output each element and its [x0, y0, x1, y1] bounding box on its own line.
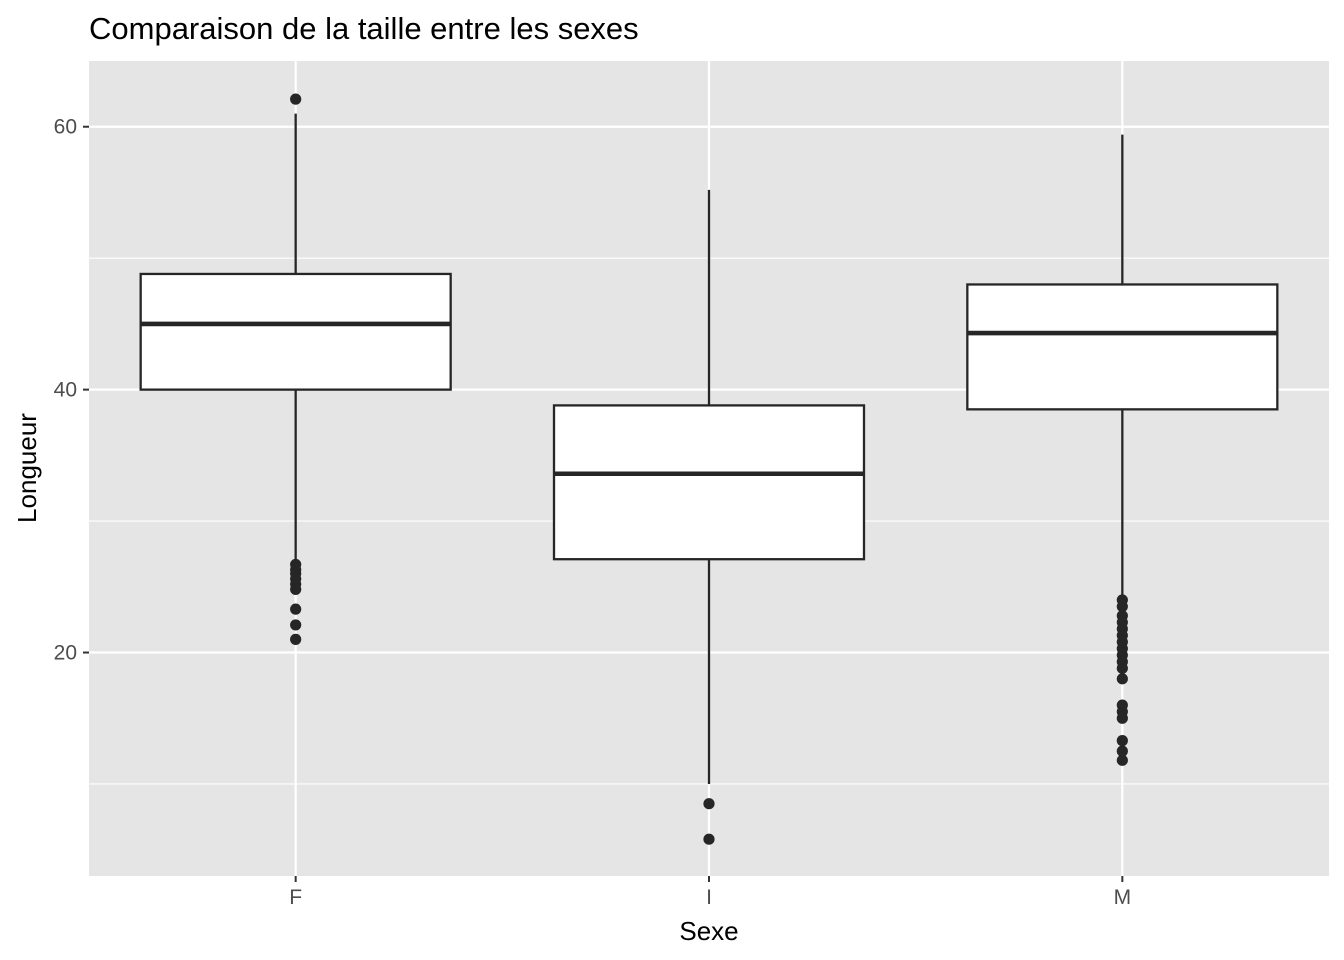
outlier-points [290, 93, 1128, 845]
outlier-point [1116, 673, 1128, 685]
outlier-point [1116, 600, 1128, 613]
y-axis: 20 40 60 [54, 116, 89, 665]
outlier-point [1116, 754, 1128, 766]
outlier-point [290, 619, 302, 631]
outlier-point [1116, 735, 1128, 747]
x-tick-label: M [1114, 886, 1132, 909]
outlier-point [703, 833, 715, 845]
y-tick-label: 20 [54, 642, 77, 665]
y-tick-label: 40 [54, 379, 77, 402]
outlier-point [290, 93, 302, 105]
y-axis-title: Longueur [12, 413, 42, 523]
x-tick-label: I [706, 886, 712, 909]
outlier-point [703, 798, 715, 810]
outlier-point [290, 603, 302, 615]
chart-title: Comparaison de la taille entre les sexes [89, 11, 639, 46]
outlier-point [290, 583, 302, 596]
y-tick-label: 60 [54, 116, 77, 139]
box-body [966, 283, 1279, 411]
x-tick-label: F [289, 886, 302, 909]
box-body [552, 404, 866, 561]
outlier-point [1116, 712, 1128, 724]
box-body [139, 272, 452, 391]
outlier-point [1116, 745, 1128, 757]
box-m [966, 134, 1279, 600]
x-axis-title: Sexe [679, 916, 738, 946]
box-series [139, 113, 1279, 784]
outlier-point [1116, 662, 1128, 674]
box-f [139, 113, 452, 561]
box-i [552, 189, 866, 784]
outlier-point [290, 633, 302, 645]
